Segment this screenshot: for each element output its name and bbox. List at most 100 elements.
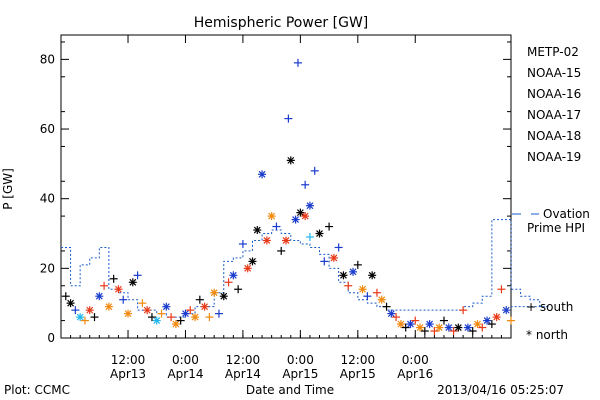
- data-point-south: [325, 222, 334, 231]
- data-point-south: [90, 313, 99, 322]
- mark-stroke: [244, 264, 252, 272]
- data-point-south: [301, 180, 310, 189]
- symbol-legend-south: + south: [526, 300, 573, 314]
- x-tick-label-time: 12:00: [341, 353, 376, 367]
- data-point-north: [296, 208, 305, 217]
- data-point-south: [344, 281, 353, 290]
- x-tick-label-time: 12:00: [111, 353, 146, 367]
- mark-stroke: [76, 313, 84, 321]
- mark-stroke: [210, 289, 218, 297]
- mark-stroke: [301, 212, 309, 220]
- data-point-south: [439, 316, 448, 325]
- data-point-south: [468, 327, 477, 336]
- data-point-south: [100, 281, 109, 290]
- plot-frame: [60, 34, 512, 339]
- mark-stroke: [445, 324, 453, 331]
- data-point-south: [305, 233, 314, 241]
- data-point-south: [363, 292, 372, 301]
- mark-stroke: [378, 296, 386, 304]
- data-point-south: [224, 278, 233, 287]
- data-point-north: [181, 309, 190, 318]
- mark-stroke: [105, 303, 113, 311]
- data-point-north: [396, 320, 405, 329]
- mark-stroke: [349, 268, 357, 276]
- x-tick-label-time: 0:00: [287, 353, 314, 367]
- mark-stroke: [474, 320, 481, 328]
- data-point-south: [487, 320, 496, 329]
- ovation-legend-label-2: Prime HPI: [527, 221, 585, 235]
- legend-entry-metp-02: METP-02: [527, 45, 579, 59]
- data-point-north: [291, 215, 300, 224]
- data-point-north: [76, 313, 85, 322]
- data-point-north: [444, 323, 453, 332]
- mark-stroke: [201, 303, 209, 311]
- data-point-south: [382, 302, 391, 311]
- footer-timestamp: 2013/04/16 05:25:07: [437, 383, 564, 397]
- x-tick-label-date: Apr14: [167, 367, 203, 381]
- data-point-north: [191, 313, 200, 322]
- mark-stroke: [316, 230, 323, 237]
- data-point-north: [85, 306, 94, 315]
- data-point-north: [502, 306, 511, 315]
- mark-stroke: [95, 292, 103, 300]
- data-point-south: [430, 327, 439, 336]
- mark-stroke: [387, 310, 395, 318]
- mark-stroke: [253, 226, 261, 234]
- data-point-south: [478, 323, 487, 332]
- data-point-north: [114, 285, 123, 294]
- data-point-south: [195, 295, 204, 304]
- y-tick-label: 0: [47, 331, 55, 345]
- mark-stroke: [263, 237, 271, 244]
- data-point-south: [61, 292, 70, 301]
- legend-entry-noaa-18: NOAA-18: [527, 129, 581, 143]
- mark-stroke: [229, 271, 237, 279]
- mark-stroke: [282, 237, 290, 244]
- mark-stroke: [292, 216, 299, 224]
- mark-stroke: [115, 285, 122, 293]
- data-point-north: [171, 320, 180, 329]
- data-point-north: [301, 212, 310, 221]
- data-point-north: [253, 226, 262, 235]
- data-point-north: [200, 302, 209, 311]
- mark-stroke: [143, 306, 151, 314]
- mark-stroke: [67, 299, 74, 307]
- data-point-north: [435, 323, 444, 332]
- data-point-north: [162, 302, 171, 311]
- x-tick-label-date: Apr15: [340, 367, 376, 381]
- legend: METP-02 NOAA-15 NOAA-16 NOAA-17 NOAA-18 NOAA-…: [512, 45, 590, 342]
- data-point-south: [277, 246, 286, 255]
- ovation-hpi-line: [61, 219, 550, 318]
- mark-stroke: [435, 324, 443, 331]
- mark-stroke: [191, 313, 199, 321]
- mark-stroke: [86, 306, 94, 314]
- data-point-north: [152, 316, 161, 325]
- x-tick-label-date: Apr14: [225, 367, 261, 381]
- data-point-north: [377, 295, 386, 304]
- data-point-north: [416, 323, 425, 332]
- data-point-north: [483, 316, 492, 325]
- mark-stroke: [426, 320, 434, 328]
- mark-stroke: [268, 212, 276, 220]
- mark-stroke: [502, 306, 510, 314]
- data-point-north: [286, 156, 295, 165]
- data-point-north: [248, 257, 257, 266]
- x-tick-label-time: 0:00: [172, 353, 199, 367]
- legend-entry-noaa-16: NOAA-16: [527, 87, 581, 101]
- mark-stroke: [296, 209, 304, 217]
- mark-stroke: [493, 313, 501, 321]
- data-point-north: [463, 323, 472, 332]
- data-point-north: [243, 264, 252, 273]
- mark-stroke: [416, 324, 424, 331]
- data-point-south: [167, 313, 176, 322]
- data-point-south: [138, 299, 147, 308]
- data-point-south: [353, 260, 362, 269]
- data-point-north: [267, 212, 276, 221]
- data-point-south: [420, 327, 429, 336]
- data-point-south: [109, 274, 118, 283]
- data-point-north: [95, 292, 104, 301]
- data-point-south: [238, 239, 247, 248]
- y-tick-label: 40: [40, 192, 55, 206]
- x-tick-label-date: Apr13: [110, 367, 146, 381]
- mark-stroke: [454, 324, 462, 331]
- mark-stroke: [407, 320, 414, 328]
